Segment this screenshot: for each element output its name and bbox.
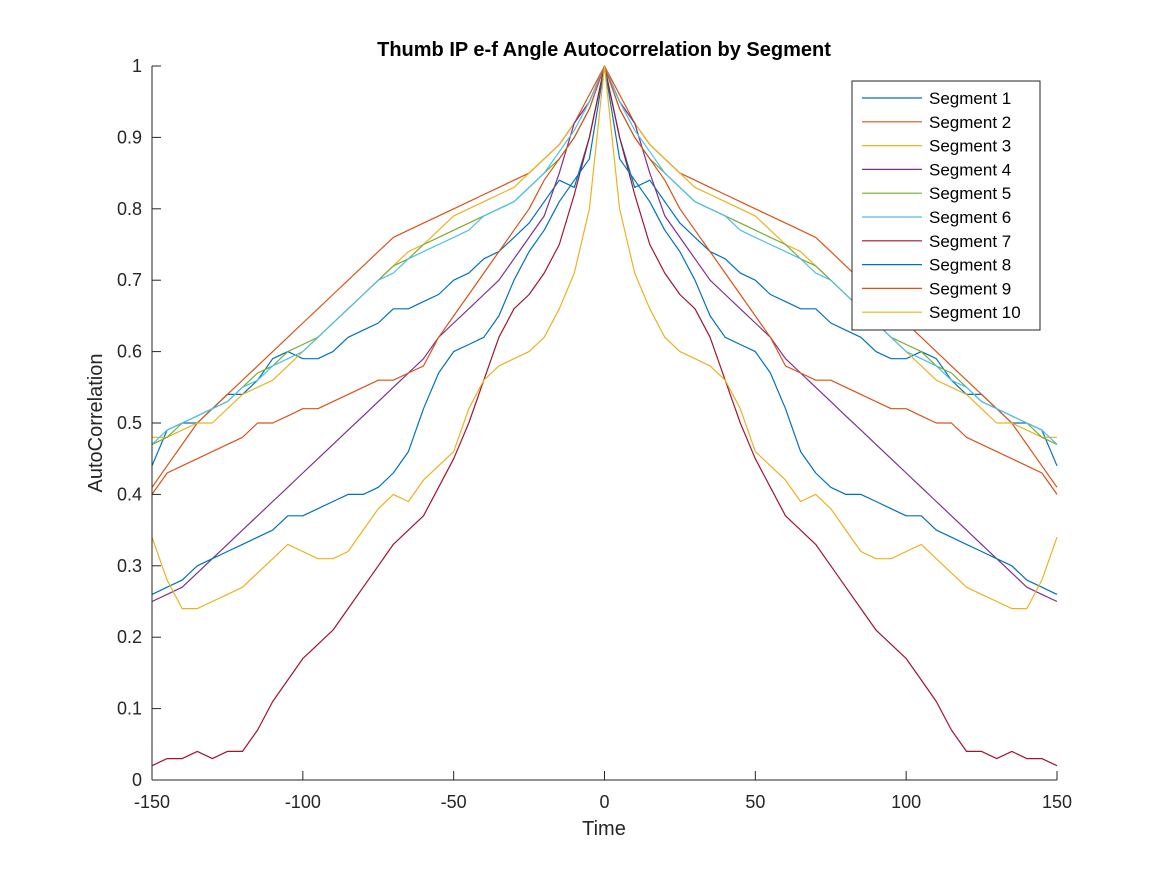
y-tick-label: 0.4	[117, 484, 142, 504]
legend-label-segment-4: Segment 4	[929, 160, 1011, 179]
legend-label-segment-1: Segment 1	[929, 89, 1011, 108]
x-tick-label: 150	[1042, 792, 1072, 812]
x-tick-label: 0	[599, 792, 609, 812]
x-ticks: -150 -100 -50 0 50 100 150	[134, 771, 1072, 812]
legend-label-segment-5: Segment 5	[929, 184, 1011, 203]
x-tick-label: 50	[745, 792, 765, 812]
legend-label-segment-9: Segment 9	[929, 279, 1011, 298]
legend: Segment 1 Segment 2 Segment 3 Segment 4 Segm…	[851, 80, 1041, 331]
chart-title: Thumb IP e-f Angle Autocorrelation by Se…	[377, 39, 831, 61]
y-tick-label: 0.9	[117, 127, 142, 147]
legend-label-segment-3: Segment 3	[929, 137, 1011, 156]
legend-items: Segment 1 Segment 2 Segment 3 Segment 4 Segm…	[862, 89, 1021, 322]
x-tick-label: -150	[134, 792, 170, 812]
y-tick-label: 0	[132, 770, 142, 790]
series-layer	[151, 65, 1058, 767]
series-line-segment-10	[151, 65, 1058, 610]
y-tick-label: 1	[132, 56, 142, 76]
legend-label-segment-6: Segment 6	[929, 208, 1011, 227]
y-tick-label: 0.8	[117, 199, 142, 219]
y-tick-label: 0.1	[117, 699, 142, 719]
legend-label-segment-7: Segment 7	[929, 232, 1011, 251]
y-tick-label: 0.3	[117, 556, 142, 576]
legend-label-segment-10: Segment 10	[929, 303, 1021, 322]
y-tick-label: 0.7	[117, 270, 142, 290]
legend-label-segment-2: Segment 2	[929, 113, 1011, 132]
x-tick-label: -100	[285, 792, 321, 812]
y-ticks: 0 0.1 0.2 0.3 0.4 0.5 0.6 0.7 0.8 0.9 1	[117, 56, 161, 790]
legend-label-segment-8: Segment 8	[929, 256, 1011, 275]
y-tick-label: 0.2	[117, 627, 142, 647]
y-tick-label: 0.5	[117, 413, 142, 433]
x-axis-title: Time	[582, 818, 626, 840]
y-tick-label: 0.6	[117, 342, 142, 362]
x-tick-label: -50	[441, 792, 467, 812]
x-tick-label: 100	[891, 792, 921, 812]
y-axis-title: AutoCorrelation	[85, 354, 107, 493]
